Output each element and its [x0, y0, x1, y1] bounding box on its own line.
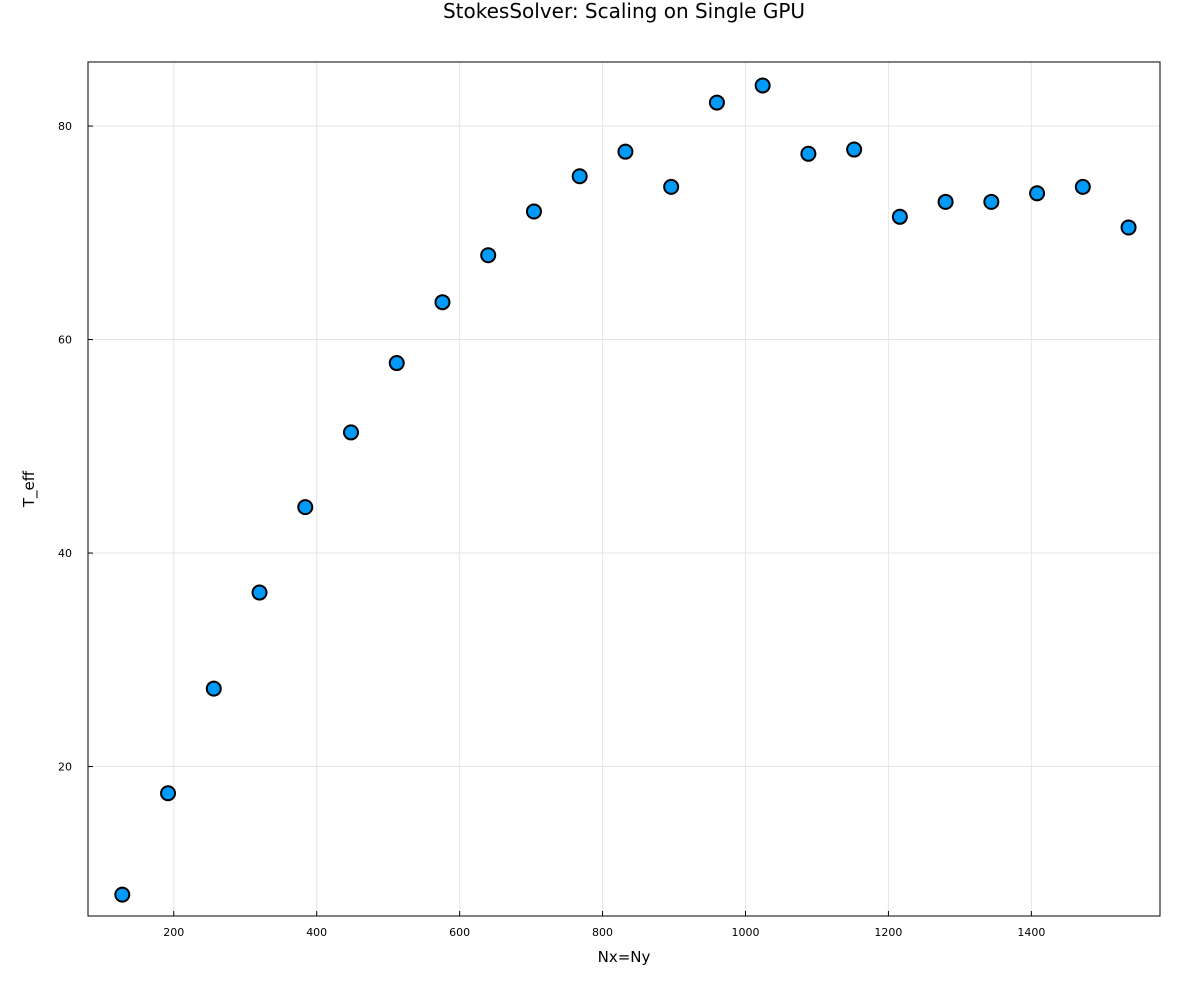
data-point [480, 247, 497, 264]
data-point [983, 193, 1000, 210]
y-tick-label: 60 [58, 334, 72, 347]
data-point [251, 584, 268, 601]
data-point [525, 203, 542, 220]
x-tick-label: 400 [306, 926, 327, 939]
x-tick-label: 600 [449, 926, 470, 939]
x-tick-label: 1200 [874, 926, 902, 939]
chart-title: StokesSolver: Scaling on Single GPU [443, 0, 805, 23]
plot-frame [87, 61, 1161, 917]
data-point [754, 77, 771, 94]
x-axis-label: Nx=Ny [598, 948, 651, 966]
data-point [663, 178, 680, 195]
data-points [114, 77, 1137, 903]
data-point [1029, 185, 1046, 202]
data-point [937, 193, 954, 210]
x-tick-label: 800 [592, 926, 613, 939]
data-point [388, 355, 405, 372]
x-tick-label: 1400 [1017, 926, 1045, 939]
data-point [617, 143, 634, 160]
y-tick-label: 80 [58, 120, 72, 133]
data-point [297, 499, 314, 516]
data-point [571, 168, 588, 185]
axis-ticks: 200 400 600 800 1000 1200 1400 20 40 60 80 [58, 120, 1045, 939]
x-tick-label: 1000 [731, 926, 759, 939]
y-tick-label: 20 [58, 761, 72, 774]
data-point [342, 424, 359, 441]
data-point [891, 208, 908, 225]
data-point [1120, 219, 1137, 236]
data-point [708, 94, 725, 111]
y-tick-label: 40 [58, 547, 72, 560]
data-point [114, 886, 131, 903]
x-tick-label: 200 [163, 926, 184, 939]
grid [88, 62, 1160, 916]
data-point [160, 785, 177, 802]
data-point [1074, 178, 1091, 195]
data-point [205, 680, 222, 697]
data-point [434, 294, 451, 311]
data-point [800, 145, 817, 162]
y-axis-label: T_eff [20, 470, 39, 508]
data-point [846, 141, 863, 158]
